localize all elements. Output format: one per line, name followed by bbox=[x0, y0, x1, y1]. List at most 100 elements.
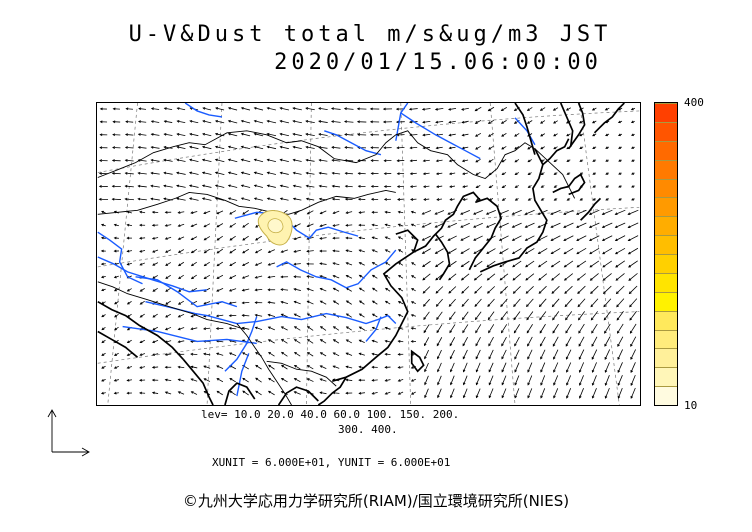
wind-arrow-head bbox=[216, 390, 220, 394]
wind-arrow-head bbox=[435, 172, 439, 176]
wind-arrow bbox=[424, 362, 429, 372]
wind-arrow-head bbox=[422, 172, 426, 176]
wind-arrow bbox=[513, 324, 521, 333]
wind-arrow-head bbox=[292, 197, 296, 201]
wind-arrow bbox=[332, 198, 340, 201]
wind-arrow-head bbox=[124, 133, 128, 137]
wind-arrow-head bbox=[228, 314, 232, 318]
wind-arrow-head bbox=[203, 365, 207, 369]
wind-arrow bbox=[474, 273, 483, 281]
wind-arrow bbox=[486, 210, 496, 215]
wind-arrow bbox=[527, 375, 533, 385]
wind-arrow bbox=[436, 337, 443, 346]
wind-arrow bbox=[178, 366, 185, 369]
wind-arrow bbox=[280, 185, 289, 188]
wind-arrow bbox=[449, 146, 456, 149]
wind-arrow bbox=[216, 274, 224, 279]
wind-arrow-head bbox=[99, 146, 103, 150]
wind-arrow-head bbox=[279, 132, 283, 136]
wind-arrow bbox=[422, 222, 432, 228]
wind-arrow-head bbox=[151, 210, 155, 214]
wind-arrow bbox=[475, 336, 481, 346]
wind-arrow-head bbox=[527, 172, 531, 175]
wind-arrow-head bbox=[513, 121, 517, 124]
wind-arrow bbox=[216, 390, 223, 396]
wind-arrow-head bbox=[383, 159, 387, 163]
wind-arrow-head bbox=[216, 289, 220, 292]
wind-arrow bbox=[165, 326, 172, 331]
wind-arrow bbox=[254, 146, 264, 150]
wind-arrow bbox=[579, 362, 585, 373]
wind-arrow-head bbox=[396, 146, 400, 150]
wind-arrow-head bbox=[189, 158, 193, 162]
wind-arrow-head bbox=[436, 330, 440, 334]
wind-arrow bbox=[527, 388, 533, 398]
wind-arrow bbox=[255, 327, 263, 330]
wind-arrow-head bbox=[383, 198, 387, 201]
wind-arrow-head bbox=[163, 184, 167, 188]
wind-arrow-head bbox=[216, 365, 220, 368]
wind-arrow-head bbox=[579, 159, 583, 162]
wind-arrow-head bbox=[165, 314, 169, 318]
wind-arrow bbox=[280, 172, 289, 175]
wind-arrow-head bbox=[190, 250, 194, 254]
legend-band bbox=[655, 386, 677, 405]
wind-arrow-head bbox=[396, 185, 400, 188]
wind-arrow-head bbox=[126, 249, 130, 253]
wind-arrow-head bbox=[553, 185, 557, 188]
wind-arrow bbox=[615, 260, 626, 268]
wind-arrow-head bbox=[203, 250, 207, 254]
wind-arrow bbox=[345, 185, 353, 188]
wind-arrow-head bbox=[540, 146, 544, 150]
wind-arrow-head bbox=[499, 291, 503, 294]
wind-arrow-head bbox=[203, 237, 207, 241]
wind-arrow bbox=[501, 133, 507, 137]
wind-arrow-head bbox=[462, 172, 466, 176]
wind-arrow-head bbox=[538, 304, 542, 308]
wind-arrow-head bbox=[306, 211, 310, 215]
wind-arrow-head bbox=[371, 339, 375, 343]
wind-arrow-head bbox=[227, 197, 231, 201]
wind-arrow bbox=[473, 222, 483, 228]
wind-arrow bbox=[202, 133, 212, 137]
wind-arrow-head bbox=[99, 120, 103, 124]
wind-arrow-head bbox=[421, 225, 425, 228]
wind-arrow bbox=[385, 224, 391, 227]
wind-arrow-head bbox=[229, 211, 233, 215]
wind-arrow-head bbox=[152, 276, 156, 279]
wind-arrow bbox=[163, 159, 173, 162]
wind-arrow bbox=[423, 146, 431, 149]
wind-arrow-head bbox=[410, 314, 414, 317]
wind-arrow-head bbox=[216, 237, 220, 241]
wind-arrow bbox=[190, 353, 198, 356]
wind-arrow bbox=[501, 336, 507, 346]
wind-arrow-head bbox=[318, 120, 322, 123]
wind-arrow-head bbox=[617, 395, 621, 399]
wind-arrow bbox=[280, 107, 290, 111]
wind-arrow-head bbox=[306, 300, 310, 304]
wind-arrow-head bbox=[513, 108, 517, 112]
wind-arrow bbox=[512, 273, 522, 281]
wind-arrow-head bbox=[150, 133, 154, 136]
wind-arrow-head bbox=[631, 198, 635, 201]
wind-arrow-head bbox=[319, 211, 323, 215]
wind-arrow-head bbox=[537, 251, 541, 255]
wind-arrow bbox=[152, 340, 159, 343]
wind-arrow-head bbox=[266, 132, 270, 136]
wind-arrow bbox=[385, 300, 391, 305]
wind-arrow bbox=[216, 210, 224, 215]
wind-arrow bbox=[423, 324, 430, 333]
wind-arrow-head bbox=[486, 277, 490, 281]
wind-arrow-head bbox=[488, 369, 492, 373]
wind-arrow-head bbox=[318, 158, 322, 162]
wind-arrow-head bbox=[202, 107, 206, 110]
wind-arrow bbox=[630, 323, 637, 334]
wind-arrow-head bbox=[631, 159, 635, 162]
wind-arrow-head bbox=[421, 107, 425, 111]
wind-arrow-head bbox=[411, 262, 415, 265]
wind-arrow-head bbox=[112, 146, 116, 150]
wind-arrow-head bbox=[318, 197, 322, 201]
wind-arrow-head bbox=[112, 133, 116, 137]
wind-arrow bbox=[191, 391, 198, 395]
wind-arrow-head bbox=[139, 236, 143, 240]
